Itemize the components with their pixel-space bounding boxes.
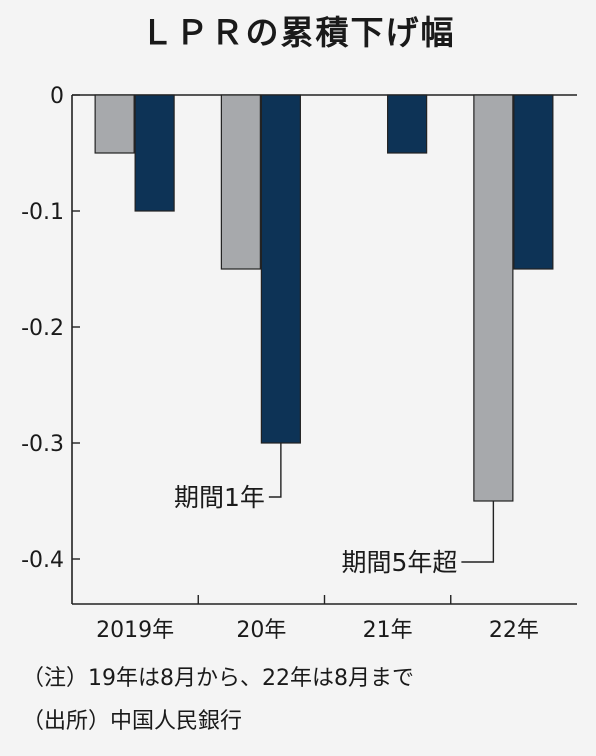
callout-line-1y [268,443,282,498]
y-tick-label: -0.4 [21,548,64,573]
chart-title: ＬＰＲの累積下げ幅 [140,13,456,52]
x-tick-label: 2019年 [96,618,174,643]
x-tick-label: 22年 [489,618,539,643]
bar-over5y [220,94,261,270]
chart-source: （出所）中国人民銀行 [22,709,243,734]
bar-1y [387,94,428,154]
chart-note: （注）19年は8月から、22年は8月まで [22,666,414,691]
y-tick-label: -0.1 [21,200,64,225]
bar-over5y [473,94,514,502]
callout-line-over5y [461,501,495,563]
x-tick-label: 21年 [363,618,413,643]
series-label-over5y: 期間5年超 [341,548,457,577]
bar-over5y [94,94,135,154]
y-tick-label: -0.3 [21,432,64,457]
bar-1y [513,94,554,270]
x-tick-label: 20年 [236,618,286,643]
y-tick-label: 0 [50,84,64,109]
bar-1y [134,94,175,212]
series-label-1y: 期間1年 [174,483,265,512]
bar-1y [260,94,301,444]
y-tick-label: -0.2 [21,316,64,341]
